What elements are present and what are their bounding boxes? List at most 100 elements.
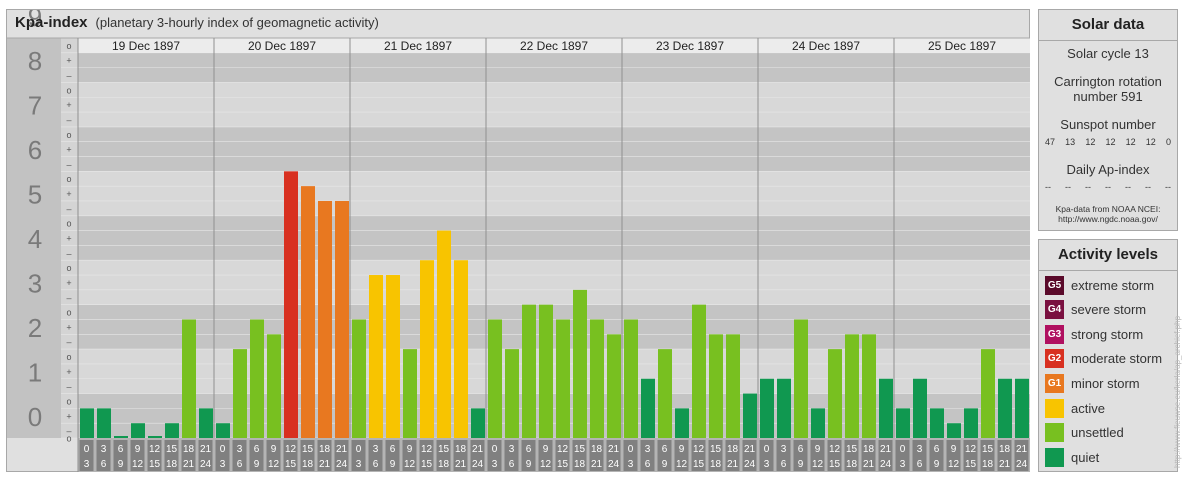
kp-chart-panel: 19 Dec 1897 20 Dec 1897 21 Dec 1897 22 Dec … bbox=[6, 9, 1030, 472]
minor-tick-label: o bbox=[66, 219, 71, 229]
day-label: 23 Dec 1897 bbox=[656, 39, 724, 53]
hour-cell bbox=[929, 440, 944, 471]
legend-item: G5 extreme storm bbox=[1045, 275, 1154, 295]
kp-bar bbox=[352, 319, 366, 438]
y-tick-label: 9 bbox=[28, 10, 42, 32]
hour-end-label: 3 bbox=[356, 459, 362, 470]
kp-bar bbox=[777, 378, 791, 438]
hour-start-label: 6 bbox=[254, 444, 260, 455]
kp-bar bbox=[165, 423, 179, 438]
hour-end-label: 24 bbox=[880, 459, 892, 470]
kp-bar bbox=[539, 304, 553, 438]
kp-bar bbox=[250, 319, 264, 438]
hour-cell bbox=[946, 440, 961, 471]
hour-start-label: 6 bbox=[662, 444, 668, 455]
legend-item: G3 strong storm bbox=[1045, 324, 1143, 344]
kp-bar bbox=[131, 423, 145, 438]
ap-value: -- bbox=[1065, 182, 1071, 192]
hour-end-label: 15 bbox=[149, 459, 161, 470]
minor-tick-label: o bbox=[66, 434, 71, 444]
hour-cell bbox=[572, 440, 587, 471]
hour-cell bbox=[589, 440, 604, 471]
hour-start-label: 0 bbox=[492, 444, 498, 455]
minor-tick-label: – bbox=[66, 115, 71, 125]
hour-start-label: 21 bbox=[744, 444, 756, 455]
hour-cell bbox=[130, 440, 145, 471]
hour-cell bbox=[113, 440, 128, 471]
kp-chart: 19 Dec 1897 20 Dec 1897 21 Dec 1897 22 Dec … bbox=[7, 10, 1030, 472]
hour-cell bbox=[79, 440, 94, 471]
kp-bar bbox=[658, 349, 672, 438]
hour-cell bbox=[249, 440, 264, 471]
hour-start-label: 0 bbox=[764, 444, 770, 455]
hour-end-label: 15 bbox=[285, 459, 297, 470]
hour-cell bbox=[181, 440, 196, 471]
hour-end-label: 24 bbox=[608, 459, 620, 470]
minor-tick-label: + bbox=[66, 145, 71, 155]
kp-bar bbox=[233, 349, 247, 438]
sunspot-value: 12 bbox=[1125, 137, 1136, 147]
hour-cell bbox=[657, 440, 672, 471]
kp-bar bbox=[284, 171, 298, 439]
hour-end-label: 24 bbox=[200, 459, 212, 470]
hour-end-label: 18 bbox=[574, 459, 586, 470]
hour-end-label: 21 bbox=[183, 459, 195, 470]
legend-swatch bbox=[1045, 398, 1064, 418]
hour-cell bbox=[521, 440, 536, 471]
minor-tick-label: + bbox=[66, 234, 71, 244]
kp-bar bbox=[692, 304, 706, 438]
day-label: 19 Dec 1897 bbox=[112, 39, 180, 53]
hour-end-label: 24 bbox=[472, 459, 484, 470]
kp-bar bbox=[488, 319, 502, 438]
legend-item: G2 moderate storm bbox=[1045, 349, 1162, 369]
minor-tick-label: – bbox=[66, 159, 71, 169]
hour-start-label: 12 bbox=[421, 444, 433, 455]
minor-tick-label: + bbox=[66, 189, 71, 199]
minor-tick-label: + bbox=[66, 100, 71, 110]
hour-end-label: 9 bbox=[662, 459, 668, 470]
legend-label: active bbox=[1071, 400, 1105, 416]
hour-end-label: 6 bbox=[645, 459, 651, 470]
ap-value: -- bbox=[1125, 182, 1131, 192]
hour-start-label: 15 bbox=[710, 444, 722, 455]
hour-cell bbox=[351, 440, 366, 471]
hour-cell bbox=[164, 440, 179, 471]
hour-start-label: 3 bbox=[781, 444, 787, 455]
grid-band bbox=[7, 304, 1030, 350]
kp-bar bbox=[828, 349, 842, 438]
legend-label: moderate storm bbox=[1071, 351, 1163, 367]
legend-swatch: G2 bbox=[1045, 349, 1064, 369]
kp-bar bbox=[505, 349, 519, 438]
day-label: 22 Dec 1897 bbox=[520, 39, 588, 53]
hour-start-label: 9 bbox=[951, 444, 957, 455]
grid-band bbox=[7, 171, 1030, 216]
activity-levels-heading: Activity levels bbox=[1057, 246, 1159, 263]
grid-band bbox=[7, 260, 1030, 305]
hour-cell bbox=[368, 440, 383, 471]
hour-end-label: 3 bbox=[492, 459, 498, 470]
ap-value: -- bbox=[1045, 182, 1051, 192]
hour-cell bbox=[334, 440, 349, 471]
hour-cell bbox=[317, 440, 332, 471]
sunspot-value: 12 bbox=[1105, 137, 1116, 147]
hour-cell bbox=[96, 440, 111, 471]
hour-cell bbox=[725, 440, 740, 471]
hour-cell bbox=[606, 440, 621, 471]
kp-bar bbox=[896, 408, 910, 438]
hour-start-label: 3 bbox=[509, 444, 515, 455]
legend-item: quiet bbox=[1045, 447, 1099, 467]
legend-item: unsettled bbox=[1045, 423, 1124, 443]
hour-cell bbox=[487, 440, 502, 471]
hour-start-label: 18 bbox=[999, 444, 1011, 455]
hour-cell bbox=[470, 440, 485, 471]
hour-start-label: 15 bbox=[982, 444, 994, 455]
carrington-rotation-line2: number 591 bbox=[1073, 89, 1143, 104]
hour-start-label: 18 bbox=[455, 444, 467, 455]
hour-start-label: 18 bbox=[319, 444, 331, 455]
minor-tick-label: – bbox=[66, 382, 71, 392]
y-tick-label: 8 bbox=[28, 46, 42, 76]
hour-start-label: 15 bbox=[166, 444, 178, 455]
minor-tick-label: – bbox=[66, 248, 71, 258]
hour-end-label: 21 bbox=[319, 459, 331, 470]
hour-end-label: 6 bbox=[101, 459, 107, 470]
